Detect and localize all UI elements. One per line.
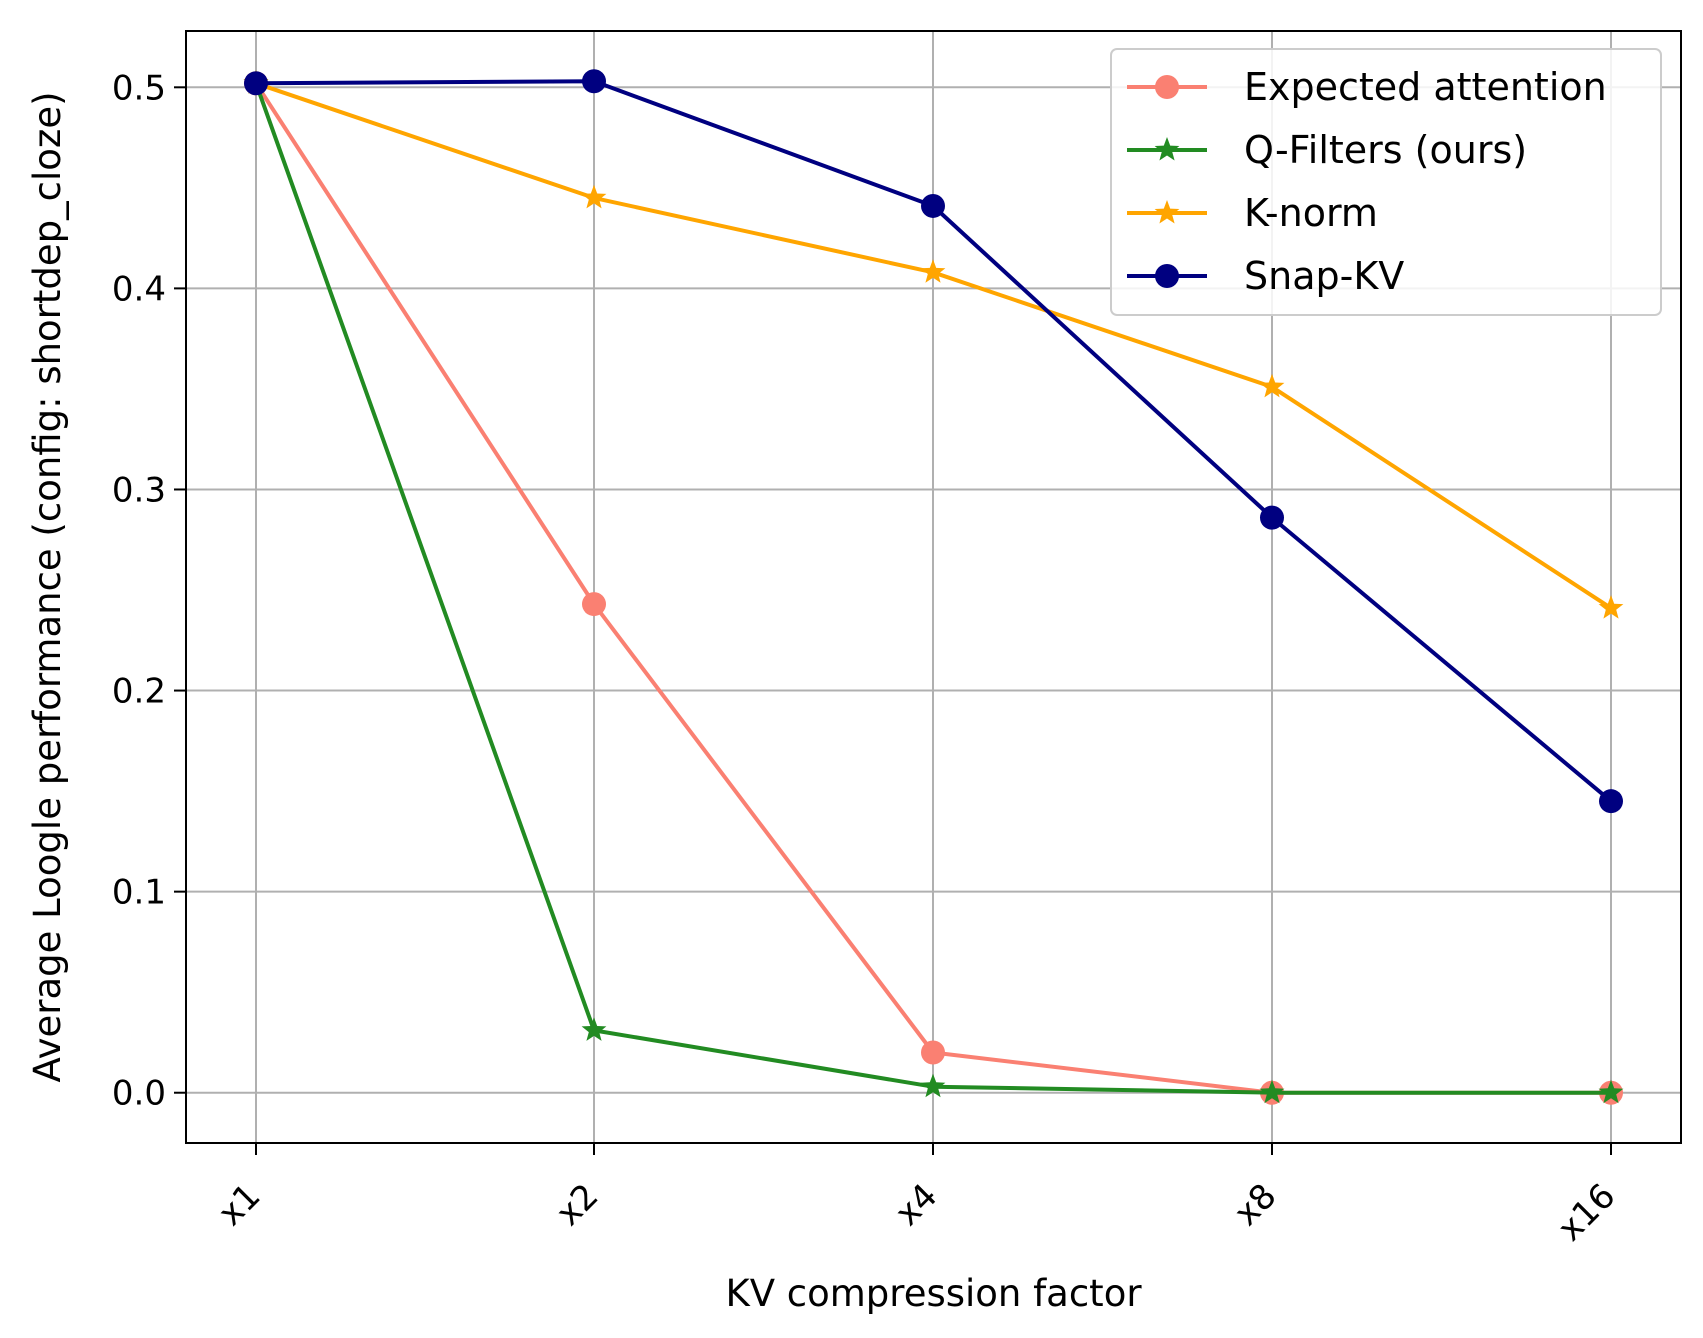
legend-swatch-marker <box>1155 264 1179 288</box>
data-point <box>1598 1079 1624 1104</box>
data-point <box>1599 789 1623 814</box>
data-point <box>581 1017 607 1041</box>
y-tick-label: 0.4 <box>112 269 166 309</box>
data-point <box>920 1073 946 1098</box>
legend-item-3: Snap-KV <box>1127 254 1404 298</box>
x-axis-title: KV compression factor <box>725 1272 1142 1315</box>
y-tick-label: 0.1 <box>112 873 166 913</box>
data-point <box>244 71 268 96</box>
data-point <box>1260 505 1284 530</box>
legend-item-1: Q-Filters (ours) <box>1127 128 1527 172</box>
legend-item-2: K-norm <box>1127 191 1378 235</box>
legend-swatch-marker <box>1154 200 1180 224</box>
legend-label: Q-Filters (ours) <box>1244 128 1527 172</box>
legend-swatch-marker <box>1154 137 1180 161</box>
legend-swatch-marker <box>1155 75 1179 99</box>
legend-label: Expected attention <box>1244 65 1607 109</box>
series-layer <box>243 69 1624 1105</box>
legend-label: Snap-KV <box>1244 254 1404 298</box>
data-point <box>1598 595 1624 619</box>
y-tick-label: 0.3 <box>112 470 166 510</box>
data-point <box>920 259 946 283</box>
legend: Expected attention Q-Filters (ours) K-norm… <box>1110 48 1662 316</box>
series-3 <box>244 69 1623 814</box>
data-point <box>1259 1079 1285 1104</box>
y-tick-label: 0.5 <box>112 68 166 108</box>
data-point <box>582 69 606 94</box>
legend-box <box>1110 48 1662 316</box>
y-tick-label: 0.0 <box>112 1074 166 1114</box>
data-point <box>1259 373 1285 398</box>
y-axis-title: Average Loogle performance (config: shor… <box>26 91 69 1082</box>
data-point <box>921 193 945 218</box>
data-point <box>581 184 607 209</box>
data-point <box>921 1040 945 1065</box>
legend-label: K-norm <box>1244 191 1378 235</box>
y-tick-label: 0.2 <box>112 672 166 712</box>
legend-item-0: Expected attention <box>1127 65 1607 109</box>
data-point <box>582 592 606 617</box>
